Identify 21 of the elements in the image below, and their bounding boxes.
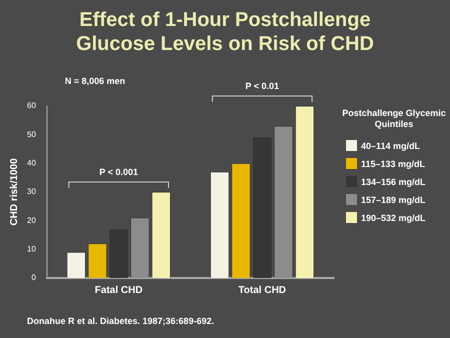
legend-label: 157–189 mg/dL	[361, 194, 426, 204]
y-tick-label: 60	[26, 101, 36, 110]
text: Donahue R et al. Diabetes. 1987;36:689-692.	[27, 316, 214, 326]
y-tick-label: 20	[26, 216, 36, 225]
annotation: P < 0.001	[99, 167, 138, 177]
legend-label: 134–156 mg/dL	[361, 176, 426, 186]
y-tick-label: 10	[26, 244, 36, 254]
text: N = 8,006 men	[64, 76, 126, 86]
y-tick-label: 30	[26, 187, 36, 196]
legend-label: 115–133 mg/dL	[361, 158, 426, 168]
x-tick-label: Total CHD	[238, 284, 286, 296]
y-axis-title: CHD risk/1000	[8, 158, 20, 226]
x-tick-label: Fatal CHD	[94, 284, 143, 296]
legend-title: Postchallenge Glycemic Quintiles	[341, 108, 447, 130]
y-tick-label: 0	[31, 273, 36, 282]
text: P < 0.01	[245, 81, 280, 91]
y-tick-label: 40	[26, 158, 36, 168]
legend-label: 40–114 mg/dL	[361, 140, 420, 150]
chart-title: Effect of 1-Hour Postchallenge Glucose Levels on Risk of CHD	[75, 8, 375, 56]
y-tick-label: 50	[26, 130, 36, 139]
legend-label: 190–532 mg/dL	[361, 212, 426, 222]
